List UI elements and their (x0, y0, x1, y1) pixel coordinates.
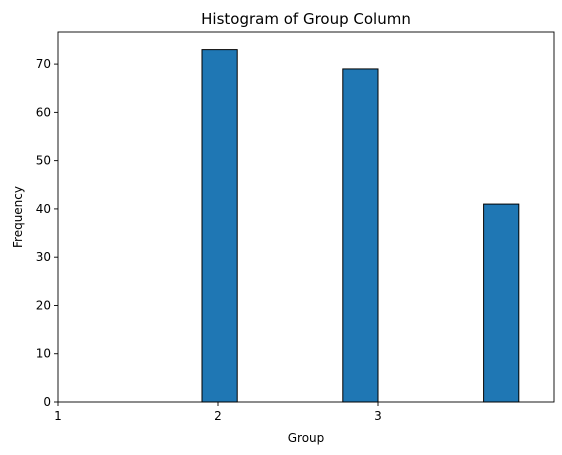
x-axis-title: Group (288, 431, 325, 445)
y-tick-label-40: 40 (36, 202, 51, 216)
y-axis-ticks: 0 10 20 30 40 50 60 70 (36, 57, 58, 409)
y-tick-label-60: 60 (36, 105, 51, 119)
chart-title: Histogram of Group Column (201, 10, 411, 28)
y-tick-label-20: 20 (36, 298, 51, 312)
y-axis-title: Frequency (11, 186, 25, 248)
histogram-bar-1 (201, 49, 238, 403)
x-axis-ticks: 1 2 3 (54, 402, 382, 423)
y-tick-label-10: 10 (36, 347, 51, 361)
y-tick-label-30: 30 (36, 250, 51, 264)
x-tick-label-1: 1 (54, 409, 62, 423)
x-tick-label-3: 3 (374, 409, 382, 423)
y-tick-label-50: 50 (36, 154, 51, 168)
x-tick-label-2: 2 (214, 409, 222, 423)
histogram-bar-3 (483, 203, 520, 403)
y-tick-label-0: 0 (43, 395, 51, 409)
plot-frame (57, 31, 555, 403)
y-tick-label-70: 70 (36, 57, 51, 71)
histogram-bar-2 (342, 68, 379, 403)
bars-group (201, 49, 520, 403)
